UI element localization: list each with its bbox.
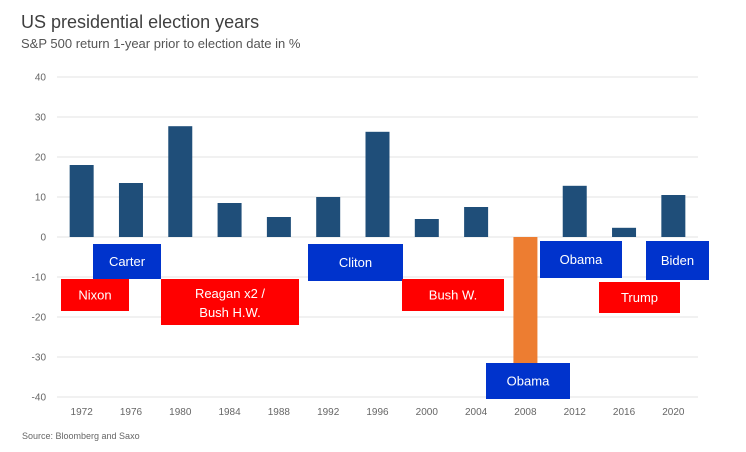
bar-1972 xyxy=(69,165,94,237)
bar-2000 xyxy=(414,219,439,237)
bar-1980 xyxy=(168,126,193,237)
x-tick-label: 2000 xyxy=(416,407,439,418)
gridlines xyxy=(57,76,698,398)
president-label: Cliton xyxy=(339,255,372,270)
president-label: Obama xyxy=(560,252,603,267)
x-tick-label: 1980 xyxy=(169,407,192,418)
president-box-republican xyxy=(61,279,129,311)
y-tick-label: 20 xyxy=(35,153,47,164)
president-box-democrat xyxy=(540,241,622,278)
president-label: Bush W. xyxy=(429,288,477,303)
x-tick-label: 1992 xyxy=(317,407,340,418)
bar-1984 xyxy=(217,203,242,237)
y-axis-ticks: 40 30 20 10 0 -10 -20 -30 -40 xyxy=(32,73,47,404)
x-tick-label: 2020 xyxy=(662,407,685,418)
bar-1996 xyxy=(365,131,390,237)
president-box-democrat xyxy=(308,244,403,281)
president-box-democrat xyxy=(486,363,570,399)
y-tick-label: -30 xyxy=(32,353,47,364)
y-tick-label: -40 xyxy=(32,393,47,404)
president-box-democrat xyxy=(93,244,161,279)
president-label: Obama xyxy=(507,374,550,389)
president-label: Biden xyxy=(661,253,694,268)
bar-2012 xyxy=(562,185,587,237)
x-tick-label: 1996 xyxy=(366,407,389,418)
x-tick-label: 1988 xyxy=(268,407,291,418)
bar-1992 xyxy=(316,197,341,237)
x-tick-label: 1972 xyxy=(71,407,94,418)
bars xyxy=(69,126,686,391)
bar-1988 xyxy=(266,217,291,237)
bar-1976 xyxy=(118,183,143,237)
president-label: Trump xyxy=(621,290,658,305)
x-tick-label: 2016 xyxy=(613,407,636,418)
president-label: Nixon xyxy=(78,288,111,303)
bar-2020 xyxy=(661,195,686,237)
president-box-republican xyxy=(161,279,299,325)
president-box-democrat xyxy=(646,241,709,280)
x-tick-label: 1984 xyxy=(218,407,241,418)
president-box-republican xyxy=(599,282,680,313)
y-tick-label: 40 xyxy=(35,73,47,84)
y-tick-label: -20 xyxy=(32,313,47,324)
president-label: Reagan x2 / xyxy=(195,286,265,301)
bar-2016 xyxy=(612,227,637,237)
x-tick-label: 2012 xyxy=(564,407,587,418)
president-label-line2: Bush H.W. xyxy=(199,305,260,320)
y-tick-label: 10 xyxy=(35,193,47,204)
x-tick-label: 1976 xyxy=(120,407,143,418)
president-labels: Nixon Carter Reagan x2 / Bush H.W. Cliton Bus… xyxy=(61,241,709,399)
chart-title: US presidential election years xyxy=(21,12,260,32)
bar-2004 xyxy=(464,207,489,237)
y-tick-label: 0 xyxy=(40,233,46,244)
x-tick-label: 2008 xyxy=(514,407,537,418)
chart-subtitle: S&P 500 return 1-year prior to election … xyxy=(21,36,301,51)
y-tick-label: 30 xyxy=(35,113,47,124)
chart-source: Source: Bloomberg and Saxo xyxy=(22,431,140,441)
y-tick-label: -10 xyxy=(32,273,47,284)
president-label: Carter xyxy=(109,254,146,269)
x-axis-ticks: 1972 1976 1980 1984 1988 1992 1996 2000 2004 2008… xyxy=(71,407,685,418)
x-tick-label: 2004 xyxy=(465,407,488,418)
president-box-republican xyxy=(402,279,504,311)
